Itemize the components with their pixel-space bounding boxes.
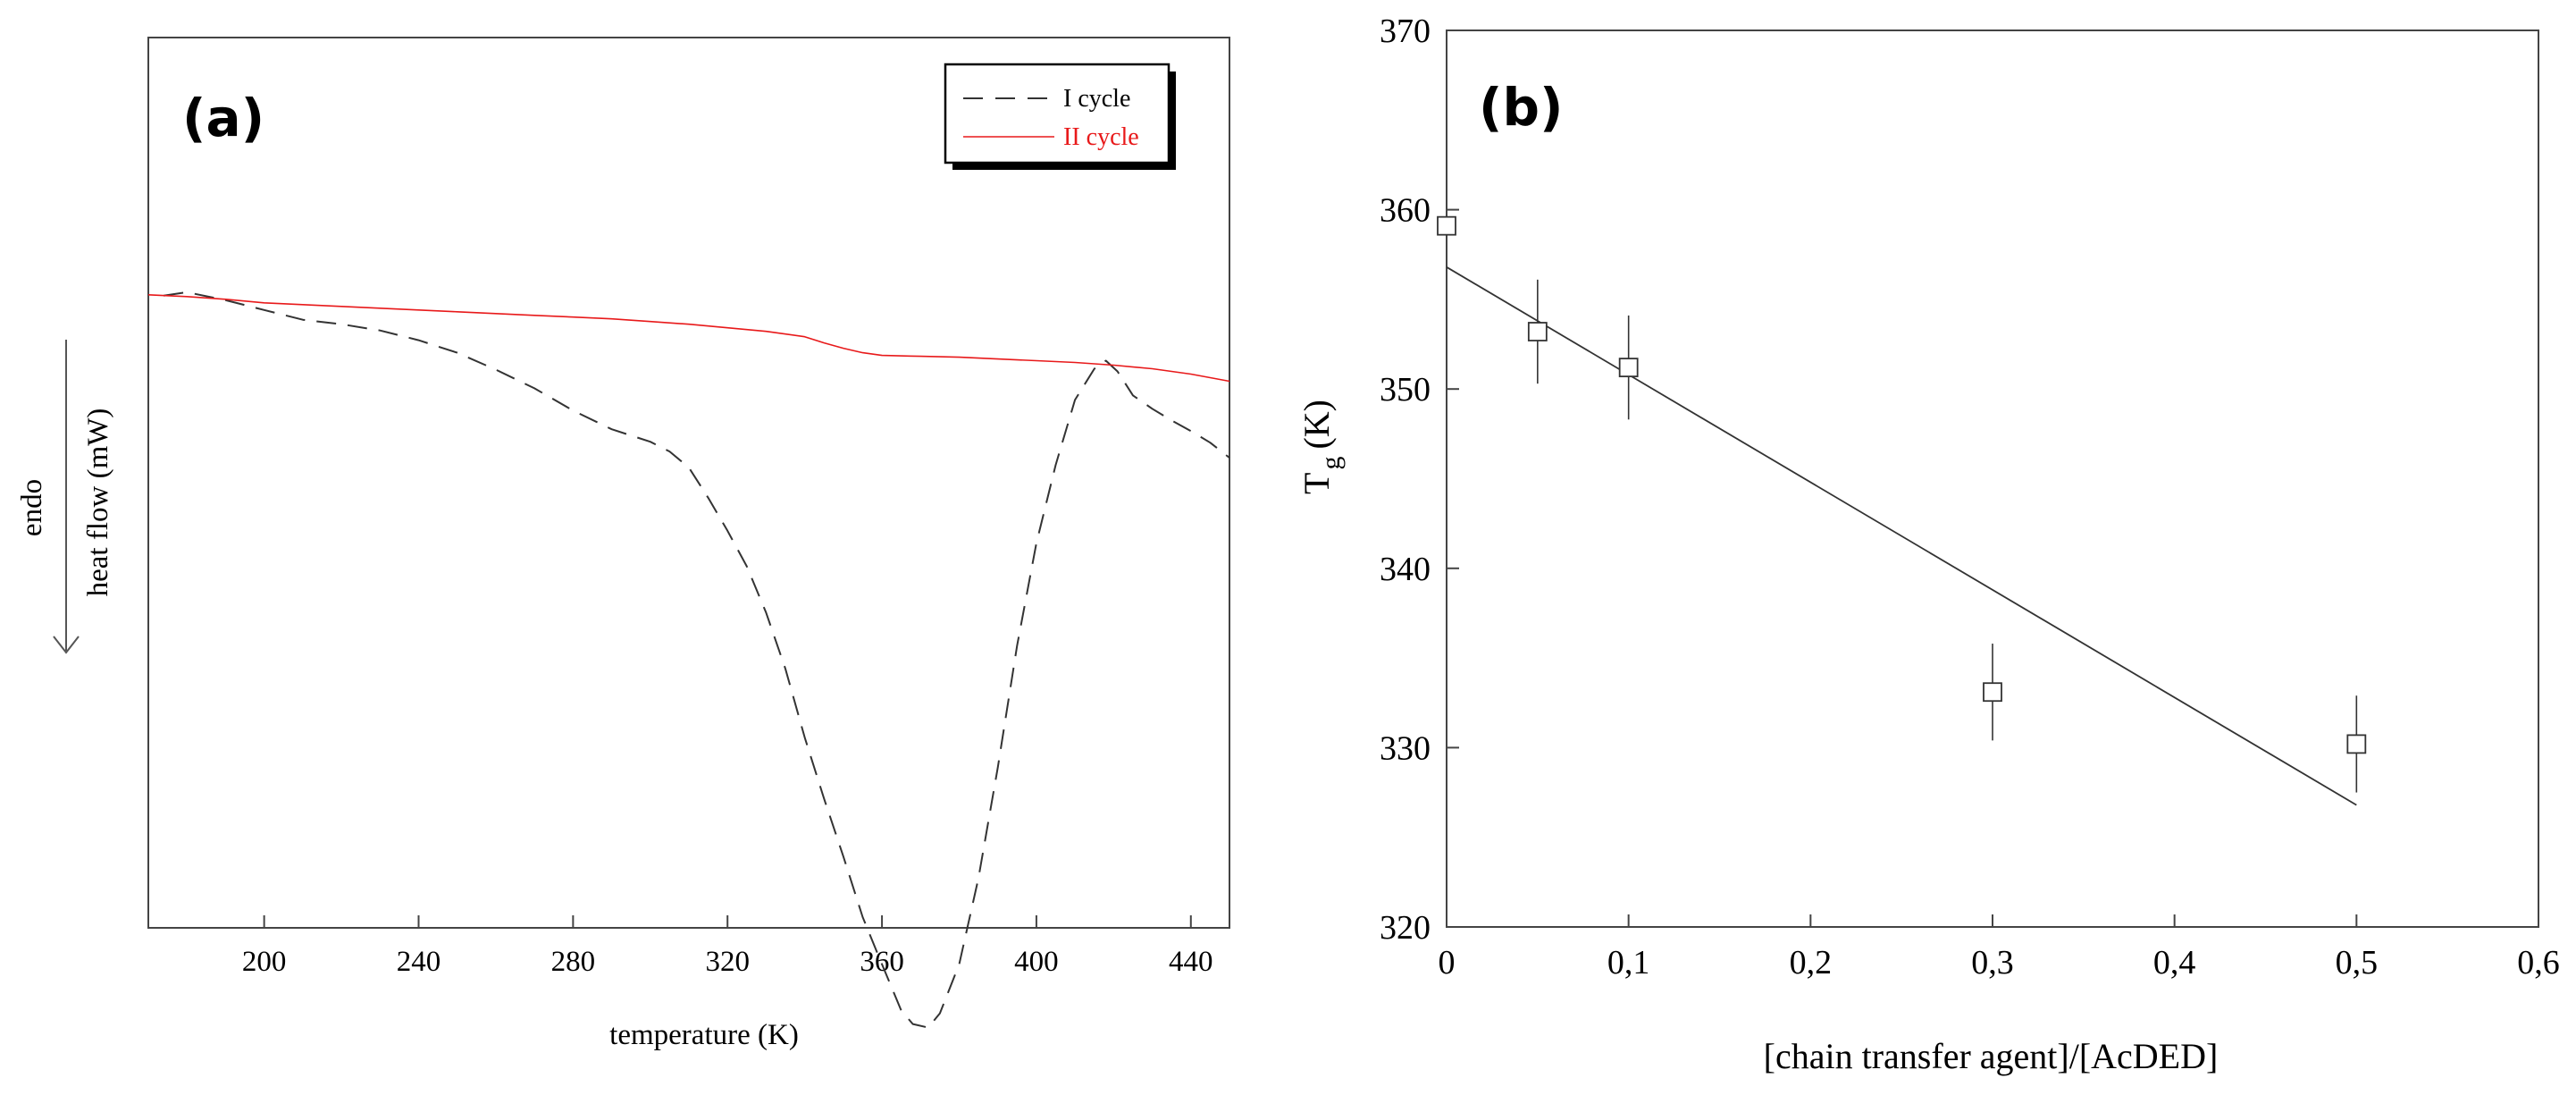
panel-b-tg-chart: 0 0,1 0,2 0,3 0,4 0,5 0,6 320 330 340 350 360 370 (… (1296, 13, 2560, 1076)
panel-b-x-tick-label: 0,4 (2153, 944, 2196, 981)
panel-a-series (147, 291, 1230, 1029)
data-point-marker (2346, 734, 2367, 754)
panel-b-fit-line-group (1446, 266, 2357, 806)
panel-a-x-tick-label: 200 (242, 946, 287, 978)
data-point-marker (1618, 358, 1639, 378)
panel-a-dsc-chart: 200 240 280 320 360 400 440 (a) I cycle II cyc… (16, 37, 1230, 1051)
panel-b-y-tick-label: 360 (1380, 192, 1431, 230)
panel-a-x-tick-label: 320 (705, 946, 750, 978)
panel-a-legend: I cycle II cycle (944, 63, 1176, 170)
panel-a-x-ticks: 200 240 280 320 360 400 440 (242, 915, 1213, 978)
endo-direction-arrow (53, 340, 80, 654)
panel-b-label: (b) (1479, 77, 1564, 138)
legend-label-i-cycle: I cycle (1063, 85, 1130, 113)
panel-a-x-tick-label: 440 (1169, 946, 1213, 978)
panel-a-x-tick-label: 400 (1014, 946, 1059, 978)
panel-b-y-ticks: 320 330 340 350 360 370 (1380, 13, 1459, 947)
panel-b-points (1437, 215, 2367, 793)
panel-b-x-tick-label: 0,6 (2517, 944, 2560, 981)
legend-label-ii-cycle: II cycle (1063, 123, 1139, 151)
panel-b-plot-frame (1446, 29, 2539, 928)
data-point-marker (1983, 682, 2002, 703)
panel-a-plot-frame (147, 37, 1230, 929)
series-line-i-cycle (164, 291, 1230, 1029)
panel-a-x-axis-label: temperature (K) (609, 1019, 799, 1051)
legend-box (944, 63, 1171, 164)
panel-a-direction-label: endo (16, 479, 48, 536)
panel-b-x-axis-label: [chain transfer agent]/[AcDED] (1764, 1036, 2219, 1076)
panel-b-y-tick-label: 340 (1380, 551, 1431, 588)
panel-b-x-tick-label: 0,2 (1790, 944, 1833, 981)
panel-b-x-tick-label: 0,3 (1971, 944, 2014, 981)
panel-b-y-tick-label: 330 (1380, 729, 1431, 767)
series-line-ii-cycle (147, 294, 1230, 383)
panel-a-x-tick-label: 360 (860, 946, 904, 978)
panel-b-x-tick-label: 0,1 (1607, 944, 1650, 981)
panel-b-x-tick-label: 0 (1439, 944, 1456, 981)
fit-line (1446, 266, 2357, 806)
tg-unit: (K) (1296, 400, 1337, 450)
panel-b-x-tick-label: 0,5 (2336, 944, 2379, 981)
tg-subscript: g (1316, 457, 1346, 470)
panel-a-label: (a) (182, 88, 264, 148)
panel-b-x-ticks: 0 0,1 0,2 0,3 0,4 0,5 0,6 (1439, 914, 2560, 981)
panel-b-y-tick-label: 320 (1380, 909, 1431, 947)
panel-b-y-tick-label: 370 (1380, 13, 1431, 50)
panel-a-x-tick-label: 240 (397, 946, 441, 978)
data-point-marker (1527, 322, 1548, 341)
panel-a-y-axis-label: heat flow (mW) (82, 409, 114, 597)
tg-main: T (1296, 473, 1337, 494)
panel-a-x-tick-label: 280 (551, 946, 596, 978)
data-point-marker (1437, 215, 1456, 236)
panel-b-y-tick-label: 350 (1380, 371, 1431, 409)
panel-b-y-axis-label: Tg (K) (1296, 400, 1346, 494)
